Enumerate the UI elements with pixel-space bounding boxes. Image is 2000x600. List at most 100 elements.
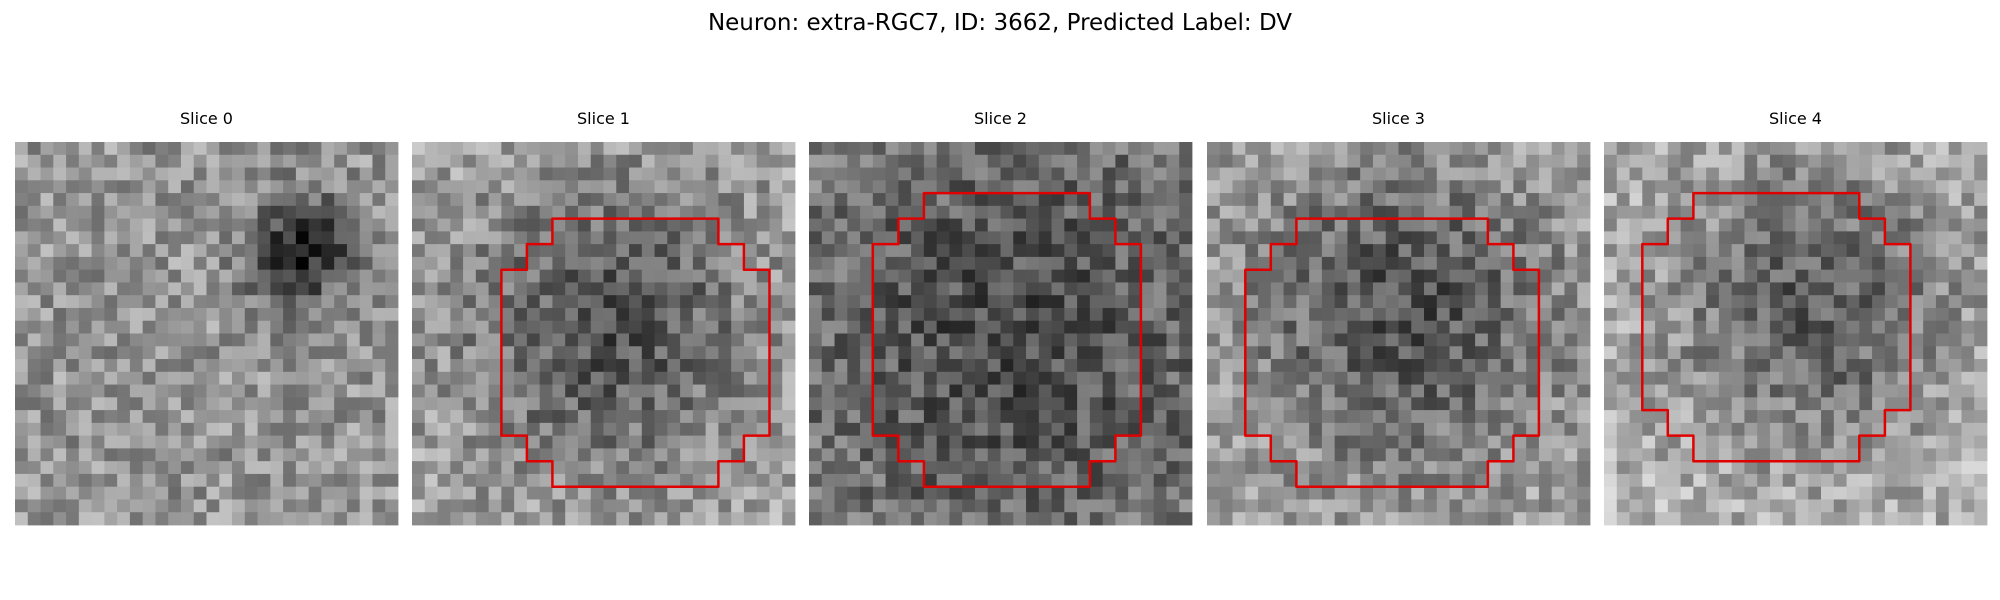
pixel (552, 435, 566, 449)
pixel (1077, 333, 1091, 347)
pixel (872, 333, 886, 347)
pixel (731, 180, 745, 194)
pixel (1910, 422, 1924, 437)
pixel (1821, 473, 1835, 488)
pixel (731, 346, 745, 360)
pixel (1258, 346, 1272, 360)
pixel (1309, 473, 1323, 488)
pixel (769, 269, 783, 283)
pixel (1655, 397, 1669, 411)
pixel (526, 193, 541, 207)
pixel (974, 499, 989, 513)
pixel (412, 422, 426, 437)
pixel (769, 461, 783, 475)
pixel (1487, 333, 1502, 347)
pixel (962, 154, 976, 168)
pixel (463, 461, 477, 475)
pixel (1038, 193, 1052, 207)
pixel (692, 371, 707, 385)
pixel (129, 410, 144, 424)
pixel (911, 346, 925, 360)
pixel (66, 346, 80, 360)
pixel (1935, 282, 1950, 296)
pixel (1360, 435, 1374, 449)
pixel (898, 461, 912, 475)
pixel (193, 244, 207, 258)
pixel (488, 473, 502, 488)
pixel (1526, 359, 1540, 373)
pixel (1667, 371, 1681, 385)
pixel (1166, 307, 1180, 322)
pixel (346, 346, 361, 360)
pixel (514, 269, 528, 283)
pixel (1051, 435, 1065, 449)
pixel (244, 295, 258, 309)
pixel (731, 448, 745, 462)
pixel (1500, 333, 1514, 347)
pixel (809, 282, 823, 296)
pixel (475, 193, 489, 207)
pixel (53, 320, 67, 334)
pixel (1449, 448, 1463, 462)
pixel (1757, 320, 1771, 334)
pixel (1538, 154, 1553, 168)
pixel (53, 256, 67, 271)
pixel (359, 461, 373, 475)
pixel (1219, 307, 1233, 322)
pixel (616, 410, 630, 424)
pixel (488, 193, 502, 207)
pixel (834, 461, 848, 475)
pixel (962, 218, 976, 232)
pixel (847, 231, 861, 245)
pixel (641, 486, 655, 500)
pixel (155, 231, 169, 245)
pixel (219, 142, 233, 156)
pixel (168, 473, 182, 488)
pixel (1232, 346, 1246, 360)
pixel (756, 269, 770, 283)
pixel (872, 180, 886, 194)
pixel (1769, 384, 1784, 398)
pixel (898, 269, 912, 283)
pixel (78, 193, 92, 207)
pixel (809, 422, 823, 437)
pixel (885, 448, 899, 462)
pixel (885, 499, 899, 513)
pixel (1013, 410, 1027, 424)
pixel (1436, 486, 1450, 500)
pixel (1718, 180, 1733, 194)
pixel (1757, 180, 1771, 194)
pixel (180, 193, 195, 207)
pixel (539, 448, 553, 462)
pixel (743, 499, 758, 513)
pixel (219, 346, 233, 360)
pixel (1872, 180, 1886, 194)
pixel (1795, 333, 1809, 347)
pixel (885, 371, 899, 385)
pixel (756, 435, 770, 449)
pixel (450, 512, 464, 526)
pixel (15, 218, 29, 232)
pixel (1128, 307, 1142, 322)
pixel (1642, 422, 1656, 437)
pixel (1859, 359, 1873, 373)
pixel (1051, 486, 1065, 500)
pixel (104, 231, 118, 245)
pixel (155, 422, 169, 437)
pixel (1948, 154, 1962, 168)
pixel (1449, 205, 1463, 219)
pixel (782, 384, 796, 398)
pixel (1089, 461, 1104, 475)
pixel (860, 142, 874, 156)
pixel (219, 320, 233, 334)
pixel (1283, 397, 1297, 411)
pixel (1115, 384, 1129, 398)
pixel (1859, 473, 1873, 488)
pixel (539, 486, 553, 500)
pixel (603, 359, 617, 373)
pixel (1334, 154, 1348, 168)
pixel (782, 473, 796, 488)
pixel (1923, 218, 1937, 232)
pixel (1948, 256, 1962, 271)
pixel (437, 410, 451, 424)
